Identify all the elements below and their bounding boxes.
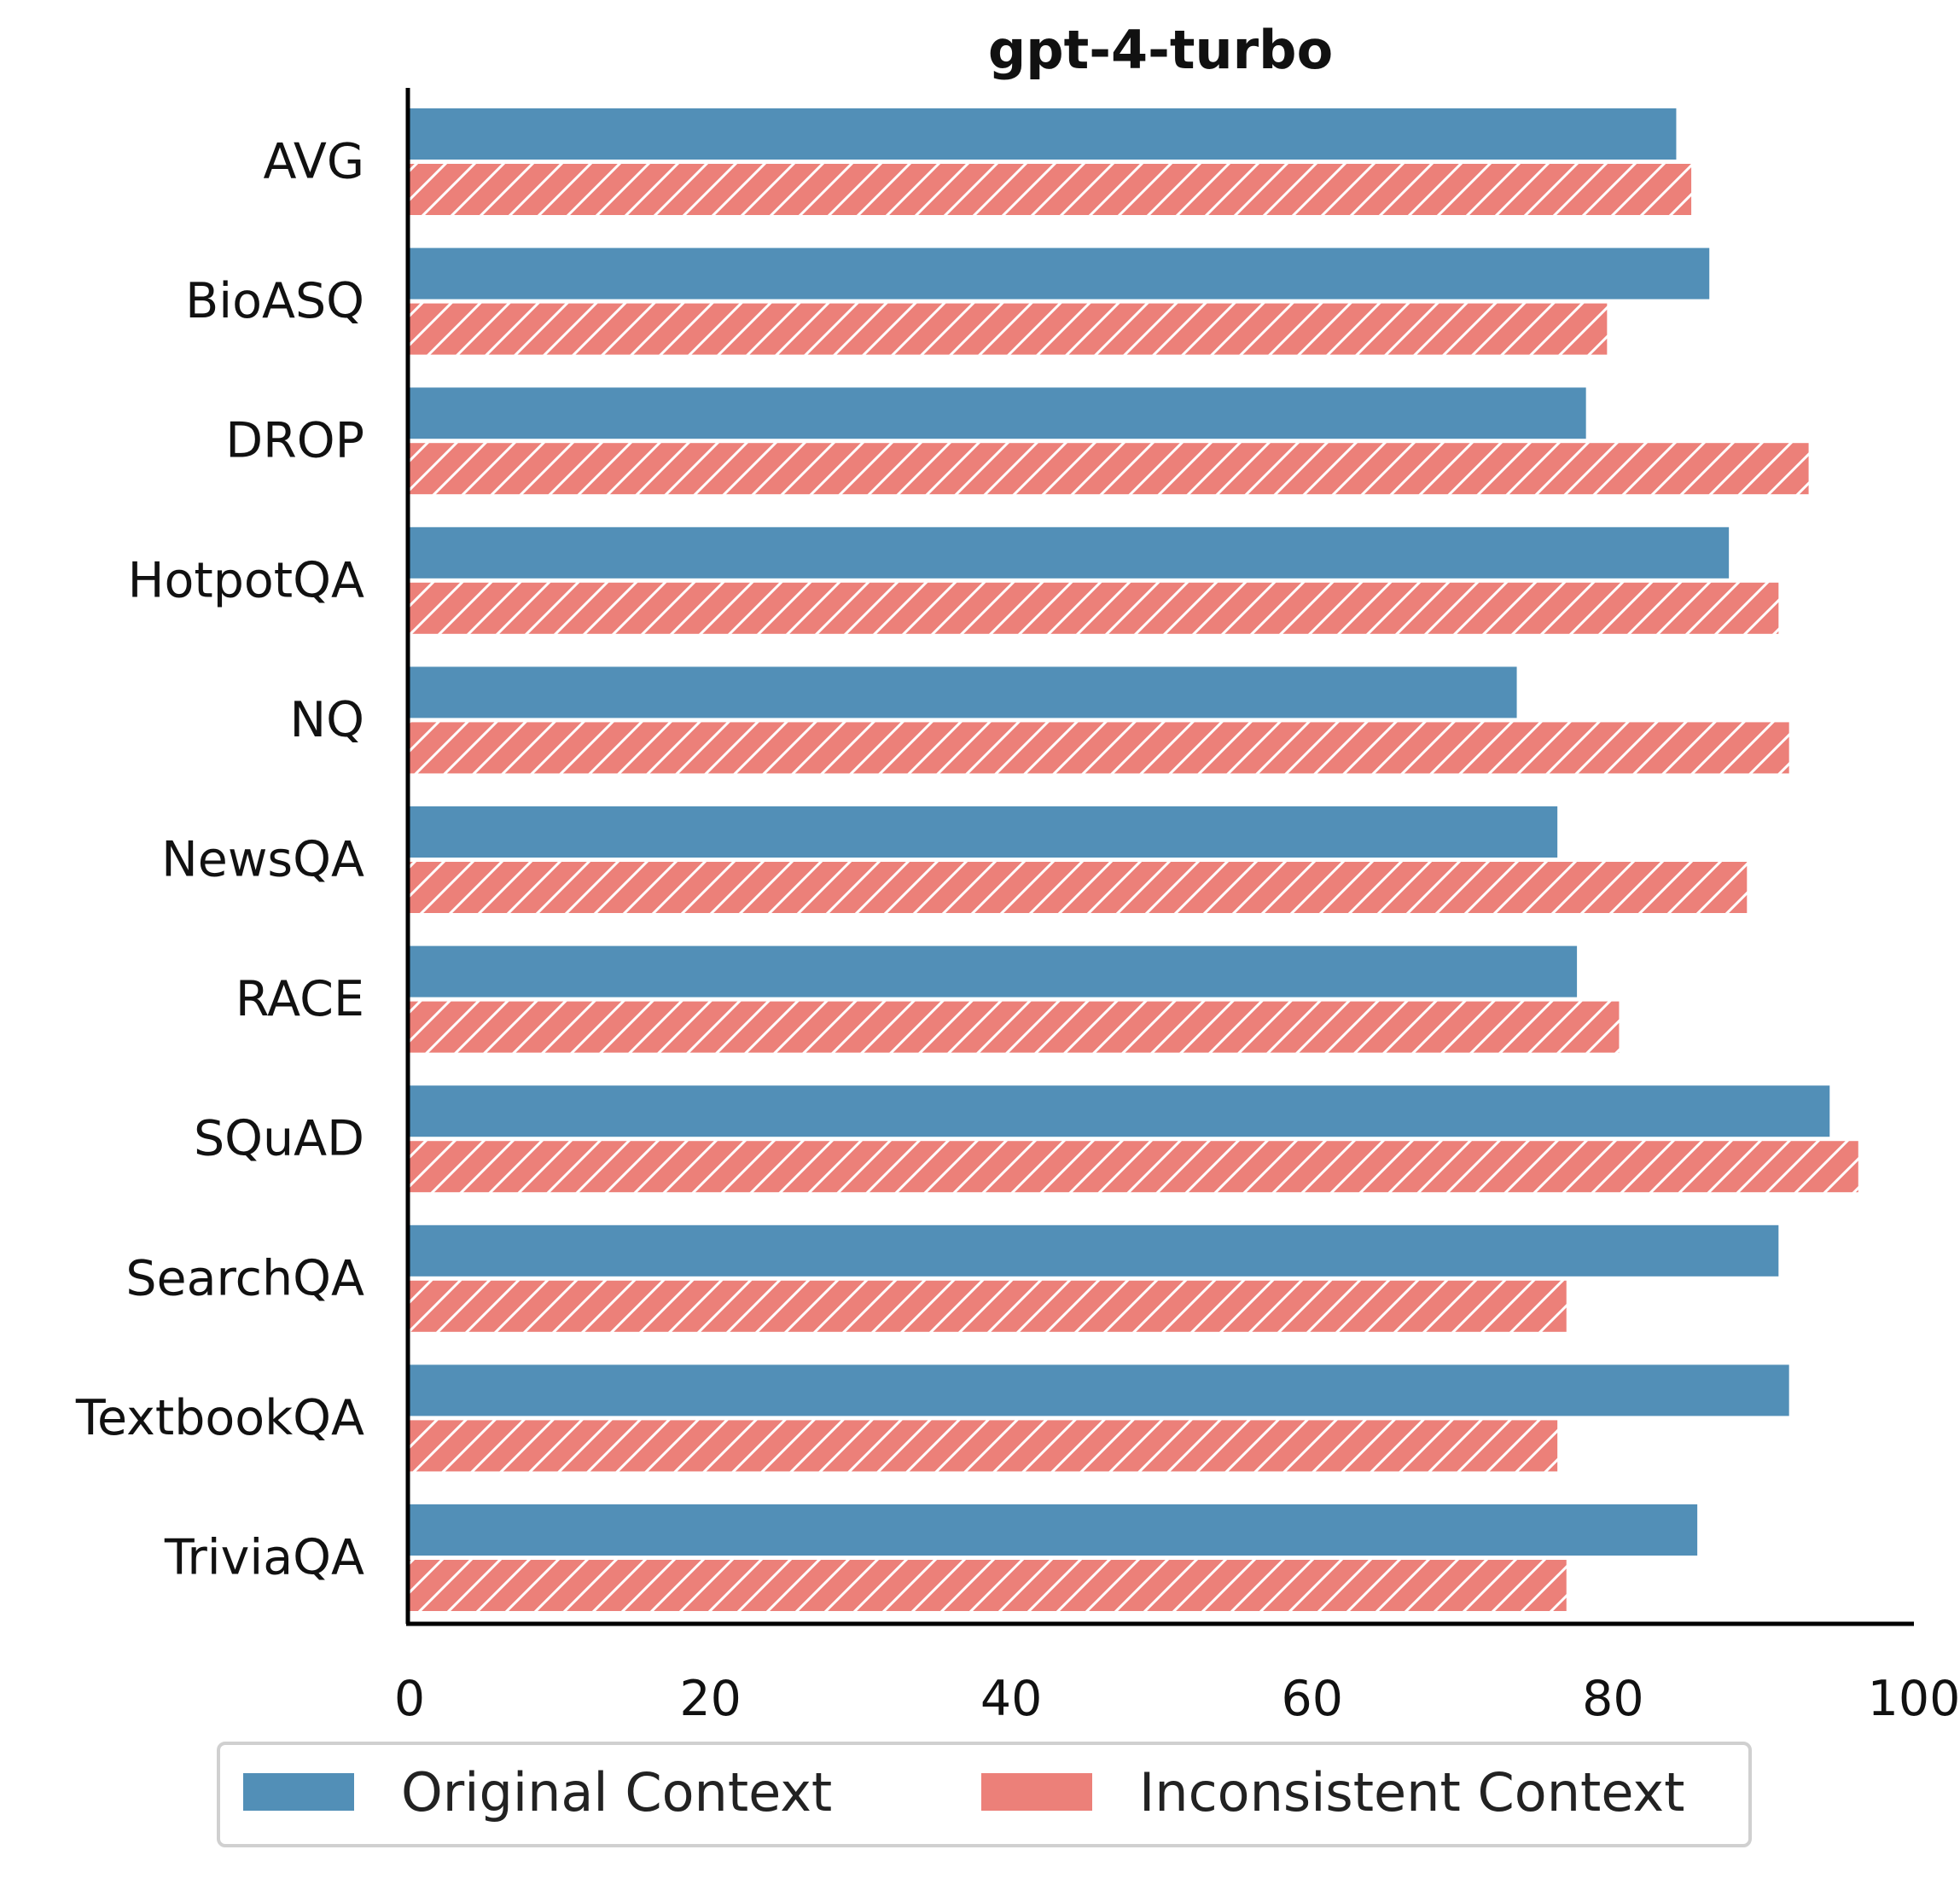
bar-inconsistent-context-race [410,1001,1620,1053]
x-tick-label-0: 0 [394,1671,425,1727]
legend-label-original-context: Original Context [401,1761,832,1823]
y-tick-label-newsqa: NewsQA [161,832,364,888]
y-tick-label-avg: AVG [263,134,364,190]
bar-inconsistent-context-textbookqa [410,1420,1558,1472]
bar-original-context-textbookqa [410,1364,1789,1416]
bar-original-context-race [410,945,1578,998]
y-tick-label-nq: NQ [289,692,364,748]
bar-inconsistent-context-hotpotqa [410,582,1779,634]
chart-title: gpt-4-turbo [988,19,1333,81]
y-tick-label-triviaqa: TriviaQA [164,1530,364,1586]
y-tick-label-hotpotqa: HotpotQA [128,552,364,608]
bar-inconsistent-context-searchqa [410,1280,1567,1332]
y-tick-label-drop: DROP [225,413,364,469]
bar-original-context-searchqa [410,1224,1779,1277]
bar-inconsistent-context-bioasq [410,303,1608,355]
bar-original-context-newsqa [410,806,1558,858]
x-tick-label-80: 80 [1582,1671,1644,1727]
bar-original-context-avg [410,108,1677,160]
bar-original-context-triviaqa [410,1504,1698,1556]
legend: Original Context Inconsistent Context [217,1742,1752,1847]
bar-original-context-nq [410,666,1517,718]
y-tick-labels: AVG BioASQ DROP HotpotQA NQ NewsQA RACE SQuAD Se… [75,134,364,1586]
x-tick-labels: 0 20 40 60 80 100 [394,1671,1960,1727]
y-tick-label-bioasq: BioASQ [185,273,364,329]
bar-original-context-squad [410,1085,1830,1137]
y-tick-label-race: RACE [236,971,364,1027]
bar-inconsistent-context-newsqa [410,862,1748,913]
y-tick-label-squad: SQuAD [194,1111,364,1167]
bar-inconsistent-context-triviaqa [410,1560,1567,1611]
x-tick-label-20: 20 [679,1671,742,1727]
y-tick-label-textbookqa: TextbookQA [75,1390,364,1446]
bar-original-context-bioasq [410,247,1710,300]
bars-group [410,108,1858,1611]
y-tick-label-searchqa: SearchQA [125,1250,364,1306]
bar-inconsistent-context-drop [410,443,1809,495]
x-tick-label-60: 60 [1282,1671,1344,1727]
bar-inconsistent-context-avg [410,164,1692,215]
legend-swatch-inconsistent-context [981,1773,1092,1811]
bar-inconsistent-context-squad [410,1141,1858,1193]
x-tick-label-100: 100 [1868,1671,1960,1727]
x-tick-label-40: 40 [980,1671,1043,1727]
bar-original-context-drop [410,387,1586,439]
bar-inconsistent-context-nq [410,722,1789,774]
bar-original-context-hotpotqa [410,526,1730,579]
legend-label-inconsistent-context: Inconsistent Context [1139,1761,1684,1823]
legend-swatch-original-context [243,1773,354,1811]
